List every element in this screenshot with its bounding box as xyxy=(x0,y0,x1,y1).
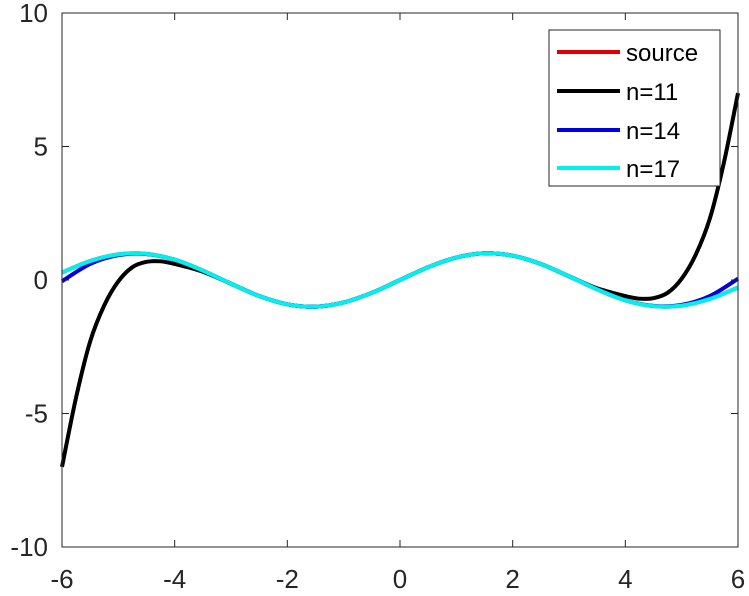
y-tick-label: 5 xyxy=(34,132,48,162)
x-tick-label: 4 xyxy=(618,564,632,594)
legend-entry-n14: n=14 xyxy=(557,118,680,145)
legend-label-source: source xyxy=(626,40,698,67)
x-tick-label: -6 xyxy=(50,564,73,594)
series-line-3 xyxy=(61,251,739,309)
x-tick-label: -2 xyxy=(276,564,299,594)
legend-box xyxy=(548,29,721,187)
legend: source n=11 n=14 n=17 xyxy=(548,29,721,187)
x-tick-label: 0 xyxy=(393,564,407,594)
legend-entry-n11: n=11 xyxy=(557,79,678,106)
y-tick-label: -5 xyxy=(25,399,48,429)
x-tick-label: 2 xyxy=(505,564,519,594)
legend-label-n14: n=14 xyxy=(626,118,680,145)
y-tick-label: 10 xyxy=(19,0,48,28)
legend-entry-source: source xyxy=(557,40,698,67)
y-tick-label: -10 xyxy=(10,532,48,562)
series-layer xyxy=(60,92,740,468)
y-tick-label: 0 xyxy=(34,265,48,295)
x-tick-label: -4 xyxy=(163,564,186,594)
legend-label-n11: n=11 xyxy=(626,79,678,106)
tick-layer: -6 -4 -2 0 2 4 6 -10 -5 0 5 10 xyxy=(10,0,745,594)
legend-entry-n17: n=17 xyxy=(557,156,680,183)
legend-label-n17: n=17 xyxy=(626,156,680,183)
x-tick-label: 6 xyxy=(731,564,745,594)
